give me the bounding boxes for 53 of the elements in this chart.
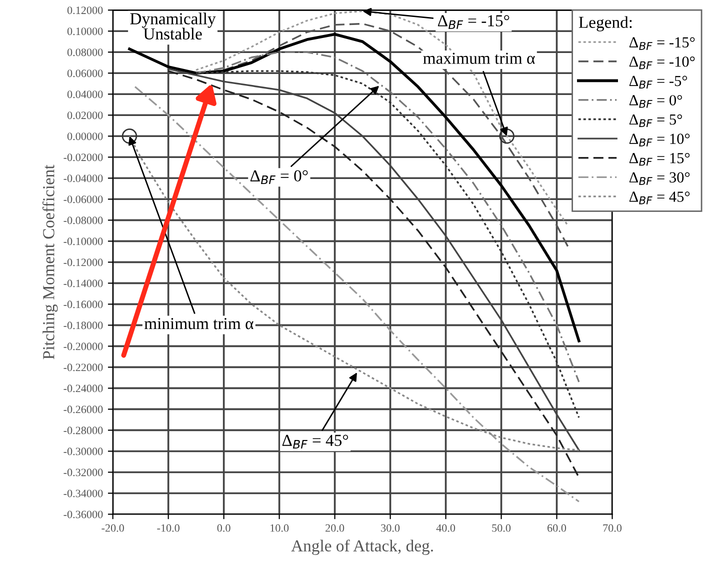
x-axis-title: Angle of Attack, deg.	[291, 540, 433, 555]
legend-label: Δ$_{BF}$ = -15°	[629, 37, 695, 50]
legend-label: Δ$_{BF}$ = 45°	[629, 192, 690, 204]
y-tick-label: -0.36000	[64, 510, 103, 518]
annotation: Dynamically Unstable	[130, 12, 216, 40]
y-tick-label: -0.02000	[64, 154, 103, 162]
y-tick-label: -0.04000	[64, 174, 103, 182]
y-tick-label: -0.08000	[64, 216, 103, 224]
x-tick-label: 30.0	[381, 524, 400, 532]
legend-label: Δ$_{BF}$ = 10°	[629, 134, 690, 146]
x-tick-label: 20.0	[326, 524, 344, 532]
x-tick-label: 0.0	[217, 524, 230, 532]
legend-label: Δ$_{BF}$ = -5°	[629, 76, 688, 88]
y-tick-label: 0.06000	[67, 70, 103, 78]
annotation: Δ$_{BF}$ = -15°	[438, 15, 510, 29]
legend-label: Δ$_{BF}$ = -10°	[629, 56, 695, 70]
y-tick-label: -0.10000	[64, 238, 103, 246]
x-tick-label: 50.0	[492, 524, 511, 532]
y-tick-label: -0.20000	[64, 342, 103, 350]
y-tick-label: -0.22000	[64, 364, 103, 372]
y-tick-label: -0.06000	[64, 196, 103, 204]
y-tick-label: -0.24000	[64, 384, 103, 392]
annotation: maximum trim α	[423, 52, 535, 64]
y-tick-label: 0.00000	[67, 132, 103, 140]
y-tick-label: 0.04000	[67, 90, 103, 98]
y-tick-label: -0.34000	[64, 490, 103, 498]
y-tick-label: -0.12000	[64, 258, 103, 266]
annotation: Δ$_{BF}$ = 0°	[250, 170, 308, 184]
y-tick-label: 0.02000	[67, 112, 103, 120]
x-tick-label: 10.0	[270, 524, 289, 532]
legend-label: Δ$_{BF}$ = 0°	[629, 95, 682, 108]
x-tick-label: -10.0	[157, 524, 180, 532]
x-tick-label: 40.0	[436, 524, 456, 532]
annotation: minimum trim α	[144, 318, 254, 330]
y-tick-label: -0.16000	[64, 300, 103, 308]
y-tick-label: -0.14000	[64, 280, 103, 288]
y-tick-label: 0.10000	[67, 28, 103, 36]
legend-label: Δ$_{BF}$ = 30°	[629, 172, 690, 185]
y-tick-label: -0.30000	[64, 448, 103, 456]
y-tick-label: 0.12000	[67, 6, 103, 14]
y-tick-label: -0.32000	[64, 468, 103, 476]
legend-label: Δ$_{BF}$ = 15°	[629, 152, 690, 166]
legend-label: Δ$_{BF}$ = 5°	[629, 114, 682, 128]
x-tick-label: -20.0	[102, 524, 124, 532]
y-tick-label: -0.28000	[64, 426, 103, 434]
x-tick-label: 70.0	[603, 524, 622, 532]
y-tick-label: -0.26000	[64, 406, 103, 414]
y-tick-label: 0.08000	[67, 48, 103, 56]
legend-title: Legend:	[578, 16, 632, 32]
x-tick-label: 60.0	[548, 524, 566, 532]
annotation: Δ$_{BF}$ = 45°	[282, 434, 348, 449]
y-tick-label: -0.18000	[64, 322, 103, 330]
y-axis-title: Pitching Moment Coefficient	[42, 164, 58, 360]
